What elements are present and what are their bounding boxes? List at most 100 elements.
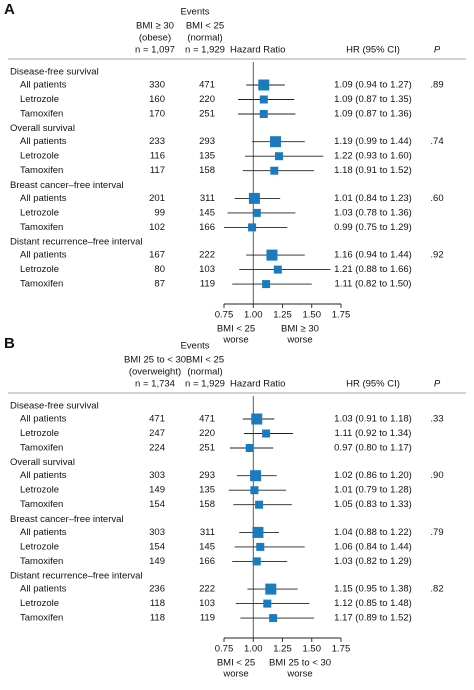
x-tick-label: 1.25 [273,310,292,321]
event-count: 102 [149,222,165,233]
event-count: 236 [149,584,165,595]
row-label: All patients [20,193,67,204]
event-count: 119 [200,613,215,624]
ci-label: 1.11 (0.92 to 1.34) [335,428,412,439]
row-label: Tamoxifen [20,279,63,290]
hr-marker [258,79,270,91]
event-count: 311 [200,193,215,204]
group-label: Distant recurrence–free interval [10,237,143,248]
event-count: 247 [149,428,165,439]
x-tick-label: 1.00 [244,310,263,321]
hr-marker [251,413,263,425]
event-count: 160 [149,94,165,105]
row-label: Tamoxifen [20,222,63,233]
hr-marker [269,614,278,623]
event-count: 145 [199,207,215,218]
event-count: 170 [149,109,165,120]
row-label: Letrozole [20,485,59,496]
x-tick-label: 1.75 [332,310,351,321]
column-header: n = 1,929 [185,45,225,56]
event-count: 103 [199,598,215,609]
row-label: Letrozole [20,541,59,552]
event-count: 201 [149,193,165,204]
event-count: 311 [200,527,215,538]
ci-label: 1.01 (0.84 to 1.23) [334,193,412,204]
event-count: 293 [199,470,215,481]
group-label: Breast cancer–free interval [10,180,124,191]
event-count: 471 [199,414,215,425]
column-header: BMI < 25 [186,355,224,366]
row-label: Letrozole [20,94,59,105]
group-label: Breast cancer–free interval [10,514,124,525]
x-label-right: BMI ≥ 30 [281,324,319,335]
event-count: 99 [154,207,165,218]
event-count: 118 [150,598,165,609]
group-label: Overall survival [10,457,75,468]
event-count: 166 [199,222,215,233]
row-label: All patients [20,80,67,91]
event-count: 116 [150,151,165,162]
row-label: Tamoxifen [20,165,63,176]
event-count: 135 [199,485,215,496]
x-tick-label: 1.50 [303,310,322,321]
ci-label: 1.06 (0.84 to 1.44) [334,541,412,552]
hr-marker [273,265,282,274]
event-count: 222 [199,584,215,595]
hr-marker [269,136,281,148]
event-count: 233 [149,136,165,147]
ci-label: 1.16 (0.94 to 1.44) [334,250,412,261]
group-label: Distant recurrence–free interval [10,571,143,582]
hr-marker [259,95,268,104]
event-count: 222 [199,250,215,261]
hr-marker [262,280,271,289]
p-value: .60 [430,193,443,204]
row-label: All patients [20,584,67,595]
event-count: 158 [199,165,215,176]
event-count: 145 [199,541,215,552]
p-value: .79 [430,527,443,538]
event-count: 149 [149,556,165,567]
ci-label: 1.03 (0.82 to 1.29) [334,556,412,567]
p-value: .33 [430,414,443,425]
ci-label: 1.18 (0.91 to 1.52) [334,165,412,176]
x-label-left: BMI < 25 [217,658,255,669]
row-label: All patients [20,250,67,261]
row-label: All patients [20,136,67,147]
plot-header: Hazard Ratio [230,45,285,56]
event-count: 303 [149,527,165,538]
column-header: (overweight) [129,367,181,378]
hr-marker [250,470,262,482]
column-header: n = 1,097 [135,45,175,56]
column-header: (normal) [187,367,222,378]
hr-marker [263,599,272,608]
event-count: 103 [199,264,215,275]
x-label-right: worse [286,669,312,680]
ci-label: 1.09 (0.87 to 1.36) [334,109,412,120]
p-header: P [434,45,441,56]
hr-marker [250,486,259,495]
event-count: 224 [149,443,165,454]
hr-marker [274,152,283,161]
ci-label: 1.21 (0.88 to 1.66) [334,264,412,275]
ci-label: 1.09 (0.87 to 1.35) [334,94,412,105]
event-count: 80 [154,264,165,275]
hr-marker [270,166,279,175]
p-value: .90 [430,470,443,481]
event-count: 471 [149,414,165,425]
event-count: 154 [149,541,165,552]
hr-marker [262,429,271,438]
column-header: n = 1,929 [185,379,225,390]
column-header: (obese) [139,33,171,44]
event-count: 167 [149,250,165,261]
p-value: .82 [430,584,443,595]
ci-label: 1.05 (0.83 to 1.33) [334,499,412,510]
ci-label: 1.01 (0.79 to 1.28) [334,485,412,496]
x-tick-label: 1.00 [244,644,263,655]
ci-label: 1.17 (0.89 to 1.52) [334,613,412,624]
column-header: (normal) [187,33,222,44]
row-label: Tamoxifen [20,613,63,624]
ci-label: 1.03 (0.78 to 1.36) [334,207,412,218]
ci-label: 1.19 (0.99 to 1.44) [334,136,412,147]
ci-label: 0.99 (0.75 to 1.29) [334,222,412,233]
